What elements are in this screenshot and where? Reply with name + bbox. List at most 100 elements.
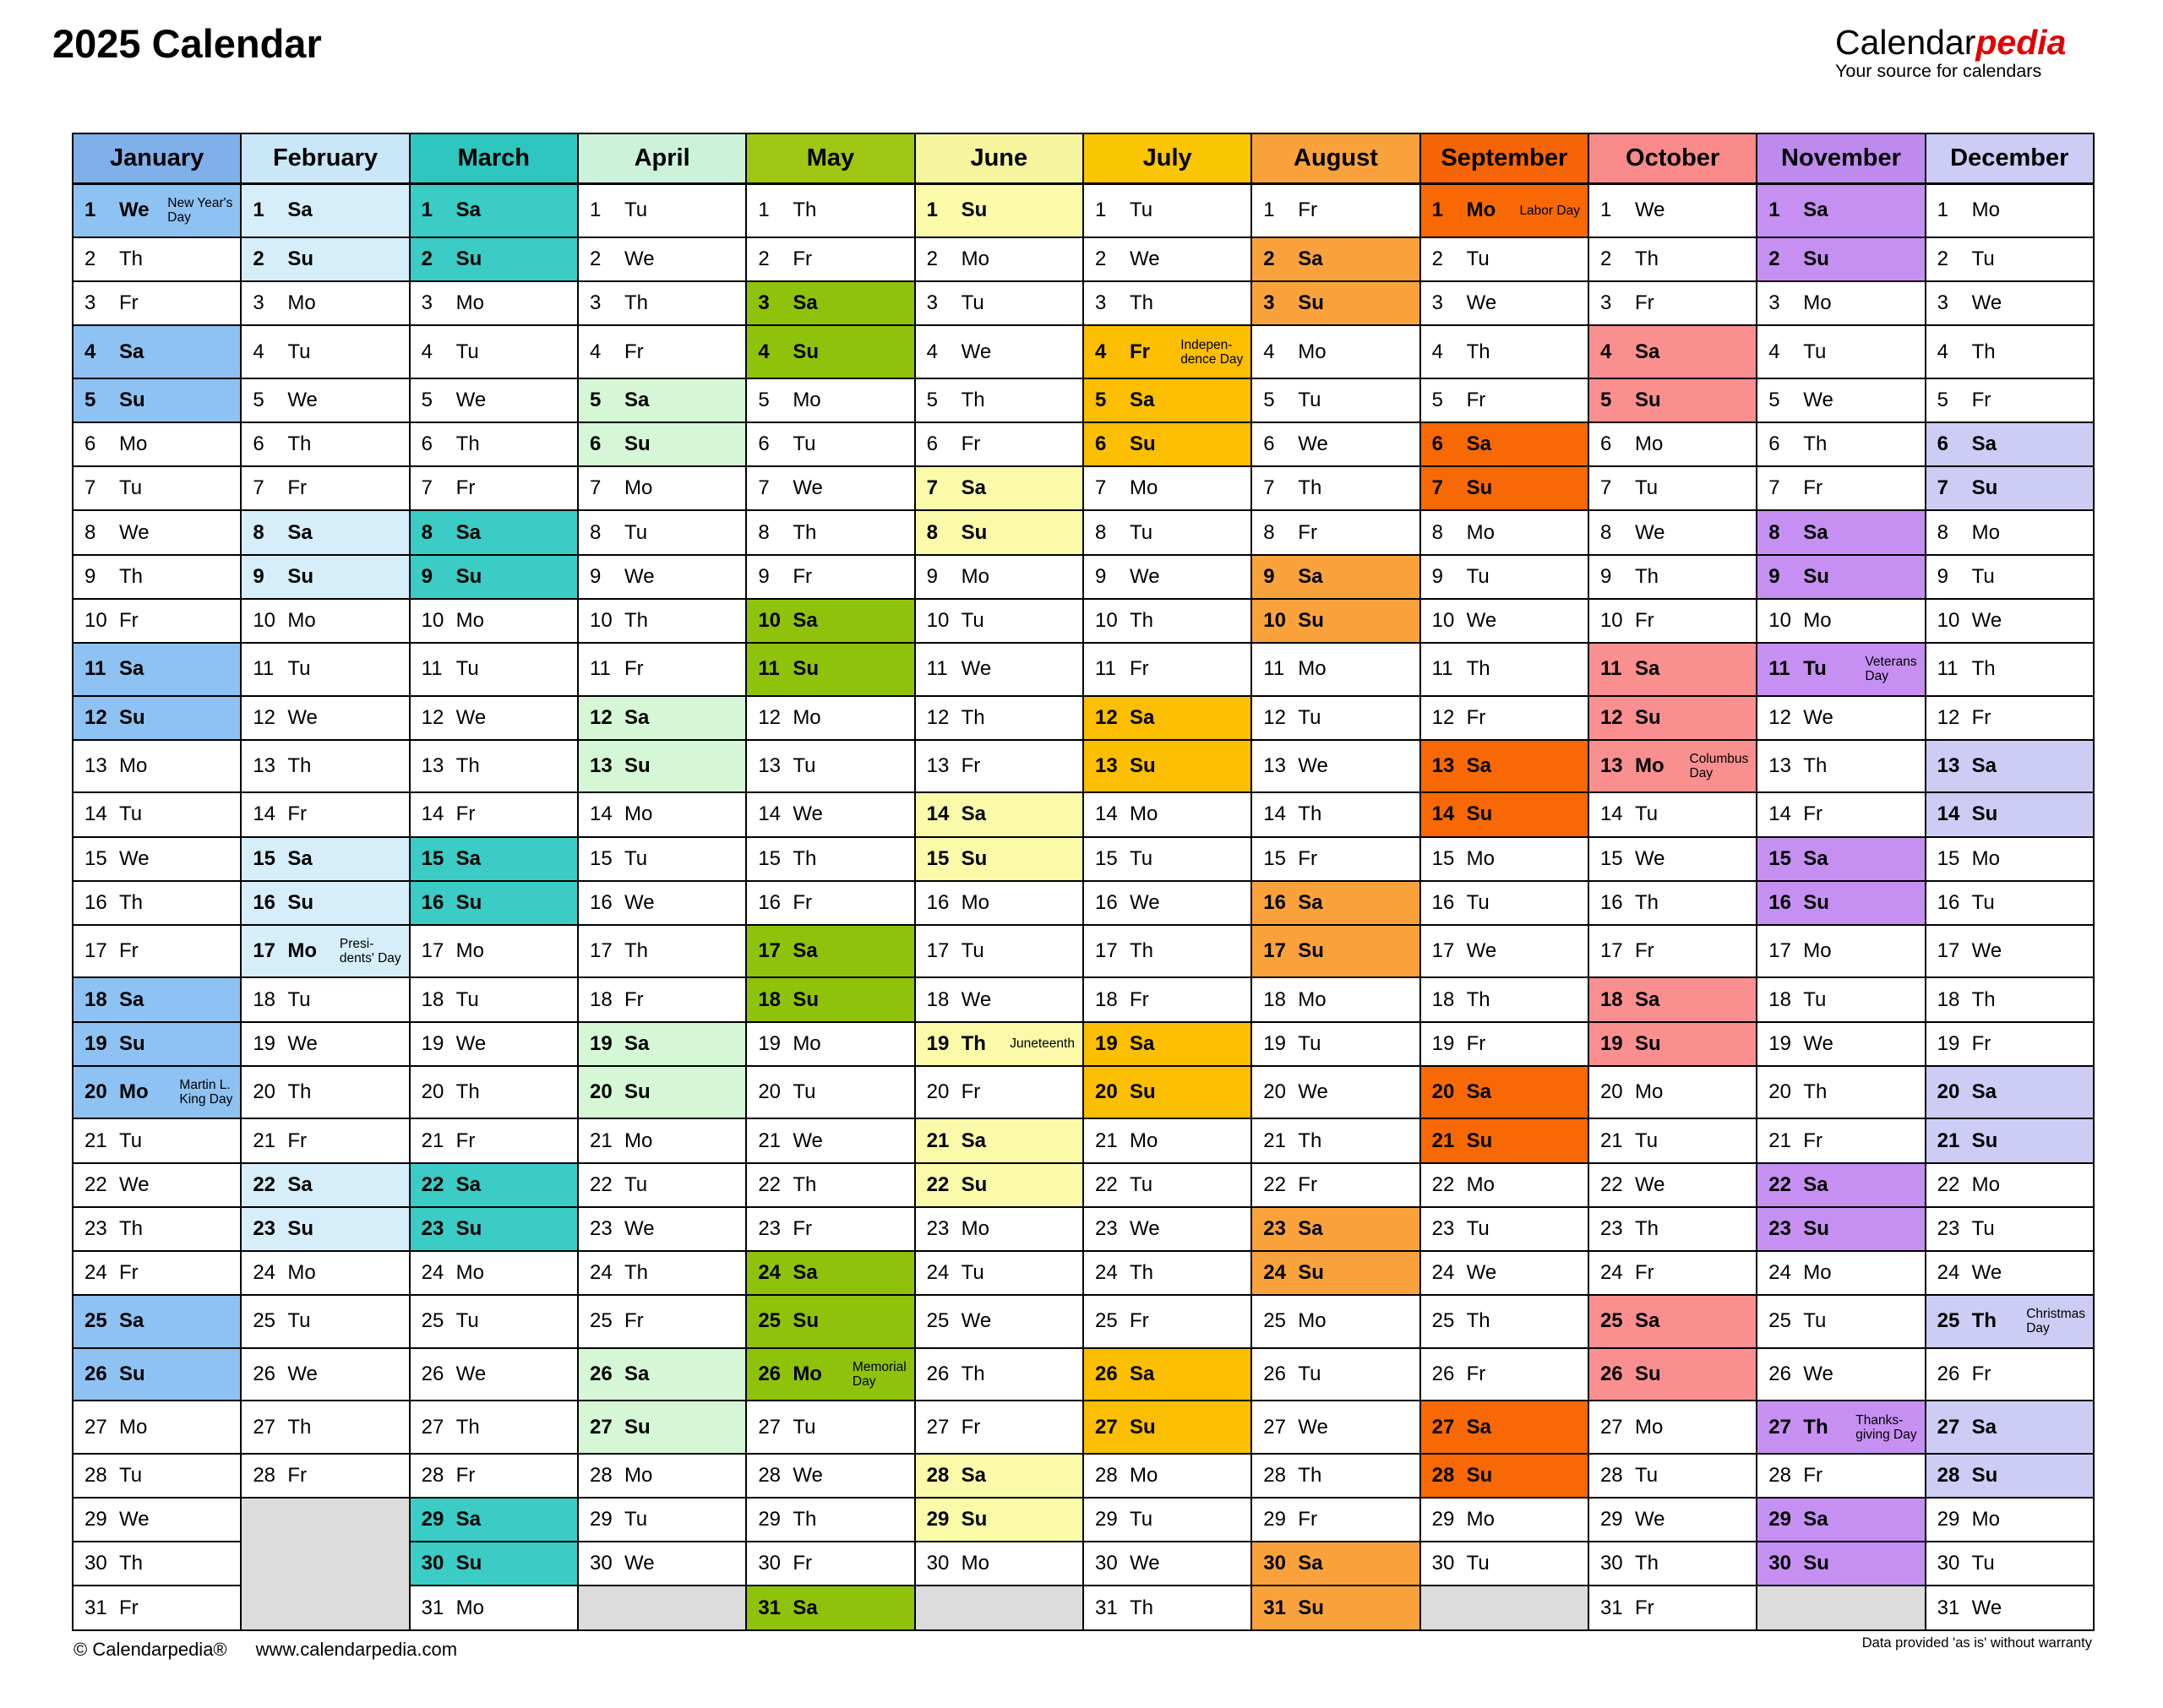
weekday-abbr: Th xyxy=(455,1080,480,1104)
day-cell-december-29: 29 Mo xyxy=(1924,1497,2095,1542)
day-cell-july-2: 2 We xyxy=(1082,236,1253,282)
day-number: 7 xyxy=(1263,476,1275,500)
day-cell-june-12: 12 Th xyxy=(913,694,1084,740)
day-cell-april-6: 6 Su xyxy=(576,422,748,467)
weekday-abbr: Sa xyxy=(1803,520,1828,544)
weekday-abbr: Su xyxy=(1971,1129,1998,1152)
day-cell-september-27: 27 Sa xyxy=(1419,1400,1589,1454)
day-number: 13 xyxy=(1263,754,1286,778)
day-cell-january-25: 25 Sa xyxy=(71,1294,242,1348)
day-number: 31 xyxy=(84,1596,107,1619)
weekday-abbr: We xyxy=(1298,1415,1328,1439)
day-cell-december-3: 3 We xyxy=(1924,280,2095,326)
day-number: 14 xyxy=(253,802,276,826)
day-cell-may-26: 26 Mo Memorial Day xyxy=(745,1346,916,1401)
day-cell-march-31: 31 Mo xyxy=(408,1585,579,1630)
day-row-29: 29 We 29 Sa 29 Tu 29 Th 29 Su 29 Tu 29 Fr 29 Mo 29 We 29 Sa… xyxy=(71,1497,2095,1542)
weekday-abbr: Tu xyxy=(793,1415,816,1439)
day-number: 19 xyxy=(1937,1031,1960,1055)
day-number: 7 xyxy=(253,476,264,500)
weekday-abbr: Mo xyxy=(1971,520,2000,544)
weekday-abbr: Th xyxy=(287,754,312,778)
holiday-label: Thanks-giving Day xyxy=(1855,1412,1917,1442)
day-number: 23 xyxy=(1599,1216,1623,1240)
day-cell-january-6: 6 Mo xyxy=(71,422,242,467)
weekday-abbr: Su xyxy=(1298,608,1324,632)
day-number: 17 xyxy=(84,939,107,963)
day-number: 15 xyxy=(1599,846,1623,870)
day-cell-september-19: 19 Fr xyxy=(1419,1020,1589,1066)
day-number: 14 xyxy=(421,802,444,826)
weekday-abbr: Th xyxy=(961,1363,985,1386)
day-cell-december-18: 18 Th xyxy=(1924,976,2095,1022)
day-number: 2 xyxy=(253,247,264,271)
weekday-abbr: Sa xyxy=(1298,1552,1323,1575)
day-cell-june-21: 21 Sa xyxy=(913,1118,1084,1163)
weekday-abbr: Sa xyxy=(1634,657,1660,681)
day-number: 7 xyxy=(1599,476,1612,500)
day-cell-may-15: 15 Th xyxy=(745,835,916,881)
day-cell-april-4: 4 Fr xyxy=(576,324,748,378)
weekday-abbr: Su xyxy=(793,657,819,681)
day-number: 21 xyxy=(1094,1129,1118,1152)
weekday-abbr: Fr xyxy=(455,1464,476,1488)
day-cell-june-16: 16 Mo xyxy=(913,879,1084,925)
weekday-abbr: Fr xyxy=(1634,608,1654,632)
weekday-abbr: Tu xyxy=(1129,846,1153,870)
weekday-abbr: We xyxy=(455,705,487,729)
day-number: 31 xyxy=(758,1596,782,1619)
day-cell-june-28: 28 Sa xyxy=(913,1452,1084,1499)
day-cell-april-20: 20 Su xyxy=(576,1064,748,1119)
day-cell-july-27: 27 Su xyxy=(1082,1400,1253,1454)
day-cell-february-16: 16 Su xyxy=(240,879,411,925)
weekday-abbr: Sa xyxy=(1129,1031,1155,1055)
day-cell-january-9: 9 Th xyxy=(71,553,242,599)
day-number: 21 xyxy=(1263,1129,1286,1152)
day-cell-june-7: 7 Sa xyxy=(913,465,1084,511)
weekday-abbr: We xyxy=(1466,1261,1497,1285)
day-number: 6 xyxy=(1094,432,1107,456)
website-link[interactable]: www.calendarpedia.com xyxy=(255,1639,458,1660)
day-number: 13 xyxy=(1431,754,1455,778)
weekday-abbr: Th xyxy=(1971,1309,1997,1333)
day-cell-august-12: 12 Tu xyxy=(1250,694,1421,740)
logo-calendar-text: Calendar xyxy=(1835,23,1976,62)
day-number: 24 xyxy=(1937,1261,1960,1285)
day-number: 27 xyxy=(758,1415,782,1439)
day-number: 6 xyxy=(926,432,938,456)
day-number: 26 xyxy=(421,1363,444,1386)
day-number: 22 xyxy=(1599,1172,1623,1196)
day-number: 31 xyxy=(1263,1596,1286,1619)
weekday-abbr: Sa xyxy=(1466,1080,1491,1104)
day-cell-february-11: 11 Tu xyxy=(240,641,411,696)
day-number: 1 xyxy=(926,199,938,222)
weekday-abbr: Sa xyxy=(961,1464,986,1488)
day-cell-may-17: 17 Sa xyxy=(745,923,916,978)
day-number: 3 xyxy=(84,291,96,315)
day-cell-may-7: 7 We xyxy=(745,465,916,511)
day-number: 10 xyxy=(1263,608,1286,632)
day-cell-march-17: 17 Mo xyxy=(408,923,579,978)
month-header-september: September xyxy=(1419,133,1589,185)
weekday-abbr: Tu xyxy=(1971,564,1995,588)
day-number: 6 xyxy=(1431,432,1443,456)
weekday-abbr: We xyxy=(1971,291,2002,315)
day-row-16: 16 Th 16 Su 16 Su 16 We 16 Fr 16 Mo 16 We 16 Sa 16 Tu 16 Th… xyxy=(71,879,2095,925)
logo-wordmark: Calendarpedia xyxy=(1835,25,2066,60)
day-cell-november-10: 10 Mo xyxy=(1756,597,1926,643)
day-number: 19 xyxy=(926,1031,950,1055)
weekday-abbr: Fr xyxy=(119,608,139,632)
day-cell-may-27: 27 Tu xyxy=(745,1400,916,1454)
weekday-abbr: Fr xyxy=(1971,1031,1991,1055)
day-number: 21 xyxy=(1431,1129,1455,1152)
day-number: 18 xyxy=(1263,987,1286,1011)
weekday-abbr: Mo xyxy=(1634,1080,1664,1104)
day-number: 12 xyxy=(926,705,950,729)
day-number: 29 xyxy=(1431,1508,1455,1531)
calendarpedia-logo[interactable]: Calendarpedia Your source for calendars xyxy=(1835,25,2066,81)
day-cell-november-29: 29 Sa xyxy=(1756,1497,1926,1542)
weekday-abbr: Sa xyxy=(1298,890,1323,914)
day-number: 26 xyxy=(1431,1363,1455,1386)
weekday-abbr: Sa xyxy=(455,1172,482,1196)
weekday-abbr: Fr xyxy=(1129,987,1149,1011)
